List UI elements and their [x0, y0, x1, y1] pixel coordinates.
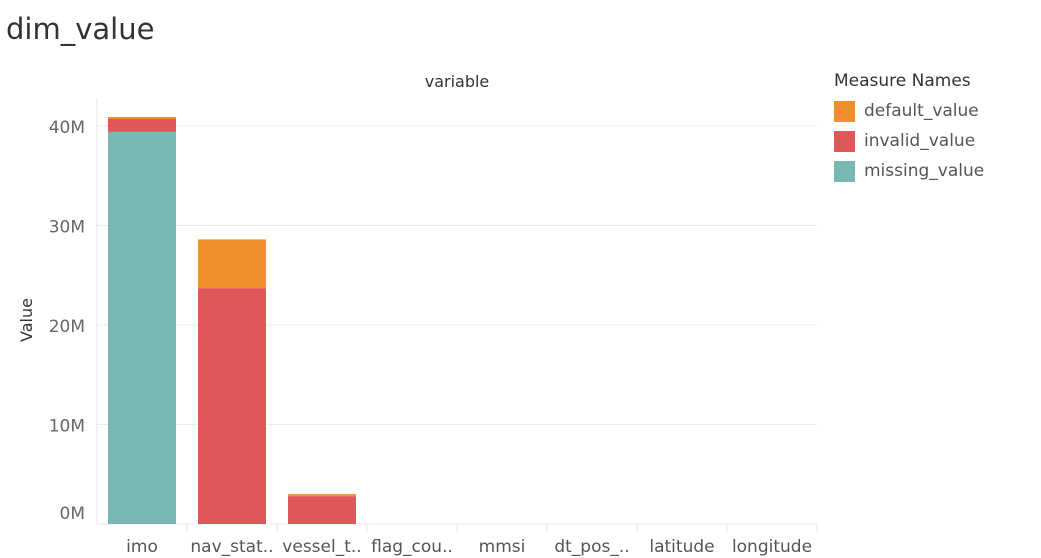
x-tick-label-mmsi: mmsi [479, 537, 526, 557]
legend-label-missing-value: missing_value [864, 161, 985, 181]
legend-item-invalid-value[interactable]: invalid_value [834, 126, 1034, 156]
x-tick-label-vessel-t: vessel_t.. [282, 537, 361, 557]
legend-swatch-missing-value [834, 160, 855, 182]
bar-imo-invalid-value[interactable] [108, 118, 176, 132]
y-tick-label-10m: 10M [49, 416, 85, 436]
y-tick-label-0m: 0M [60, 504, 85, 524]
x-tick-label-imo: imo [126, 537, 158, 557]
legend-title: Measure Names [834, 71, 971, 91]
x-tick-label-nav-stat: nav_stat.. [190, 537, 273, 557]
bar-imo-missing-value[interactable] [108, 131, 176, 525]
y-tick-label-40m: 40M [49, 118, 85, 138]
legend-item-default-value[interactable]: default_value [834, 96, 1034, 126]
legend-swatch-invalid-value [834, 130, 855, 152]
x-tick-label-longitude: longitude [732, 537, 812, 557]
legend-item-missing-value[interactable]: missing_value [834, 156, 1034, 186]
bar-vessel-t-default-value[interactable] [288, 494, 356, 497]
x-tick-label-latitude: latitude [649, 537, 714, 557]
y-tick-label-30m: 30M [49, 217, 85, 237]
bar-nav-stat-default-value[interactable] [198, 239, 266, 289]
x-tick-label-dt-pos: dt_pos_.. [554, 537, 629, 557]
legend-swatch-default-value [834, 100, 855, 122]
column-header: variable [425, 72, 490, 91]
legend-label-default-value: default_value [864, 101, 979, 121]
legend-label-invalid-value: invalid_value [864, 131, 976, 151]
legend: Measure Names default_value invalid_valu… [834, 71, 1034, 186]
y-tick-label-20m: 20M [49, 317, 85, 337]
x-tick-label-flag-cou: flag_cou.. [371, 537, 453, 557]
y-axis-title: Value [17, 298, 36, 342]
bar-imo-default-value[interactable] [108, 116, 176, 119]
bar-vessel-t-invalid-value[interactable] [288, 496, 356, 524]
bar-nav-stat-invalid-value[interactable] [198, 288, 266, 524]
sheet-title: dim_value [6, 12, 155, 46]
